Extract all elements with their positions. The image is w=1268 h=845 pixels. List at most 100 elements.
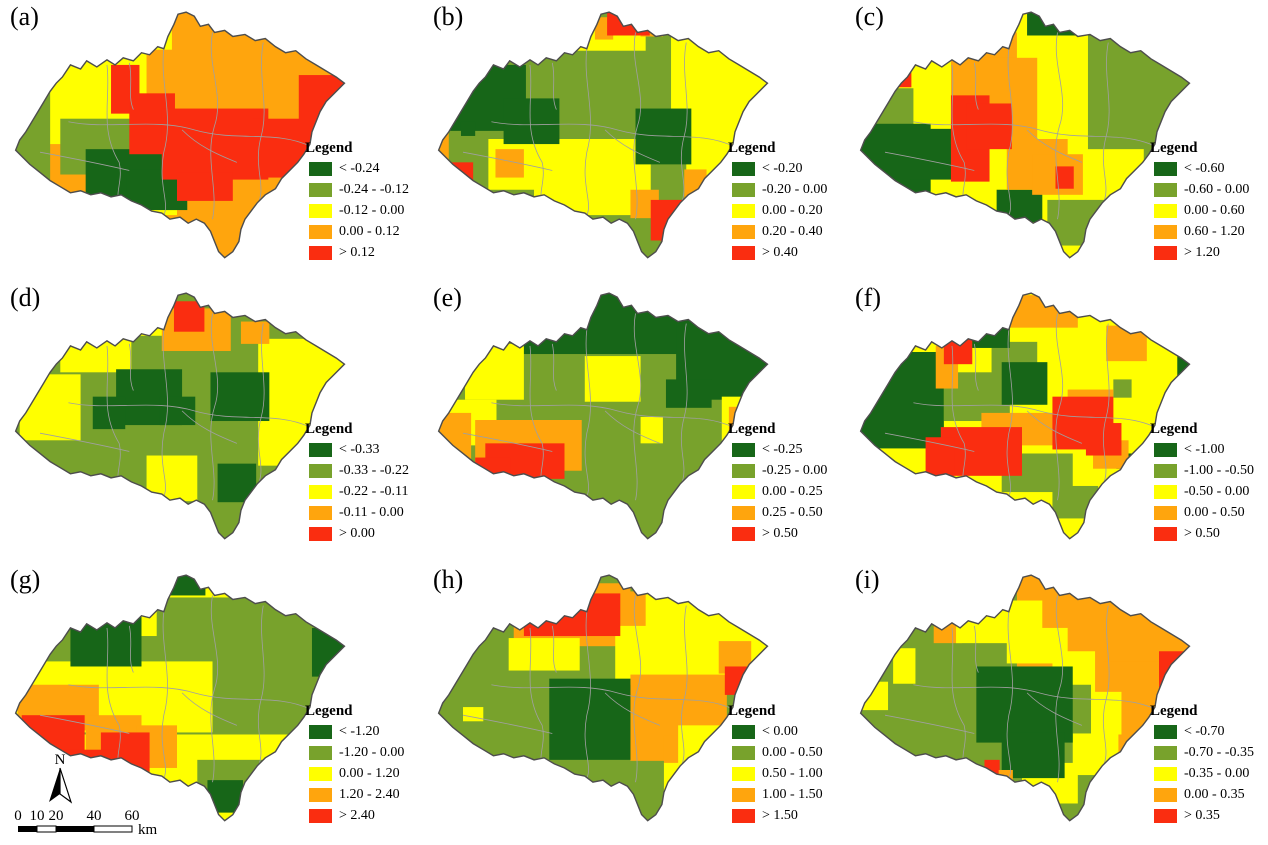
legend-swatch <box>309 767 332 781</box>
legend: Legend < -1.00 -1.00 - -0.50 -0.50 - 0.00 0… <box>1150 421 1268 547</box>
map-class-patch <box>177 172 233 201</box>
legend-swatch <box>732 506 755 520</box>
district-boundary <box>1026 129 1083 163</box>
panel-label: (d) <box>10 283 41 312</box>
district-boundary <box>257 323 265 483</box>
district-boundary <box>128 62 134 110</box>
district-boundary <box>1055 32 1063 220</box>
district-boundary <box>1102 605 1110 765</box>
map-class-patch <box>149 17 172 50</box>
map-class-patch <box>937 587 971 623</box>
panel-h: (h) Legend < 0.00 0.00 - 0.50 0.50 - 1.00 1… <box>423 563 846 845</box>
legend-swatch <box>732 162 755 176</box>
legend-item: < -0.20 <box>732 161 846 177</box>
legend-swatch <box>1154 725 1177 739</box>
district-boundary <box>462 432 553 452</box>
legend-swatch <box>309 746 332 760</box>
district-boundary <box>491 684 734 710</box>
scale-unit: km <box>138 822 158 838</box>
district-boundary <box>951 627 966 765</box>
choropleth-map <box>14 292 346 540</box>
legend-swatch <box>1154 225 1177 239</box>
district-boundary <box>210 313 218 501</box>
legend-item: > 1.50 <box>732 808 846 824</box>
scale-bar: 0 10 20 40 60 km <box>14 808 157 838</box>
district-boundary <box>913 402 1156 428</box>
legend-label: -0.24 - -0.12 <box>339 182 409 197</box>
map-class-patch <box>240 321 270 344</box>
map-class-patch <box>663 762 690 792</box>
legend-item: > 0.50 <box>1154 526 1268 542</box>
district-boundary <box>106 64 121 202</box>
legend-label: 0.00 - 0.60 <box>1184 203 1245 218</box>
legend-label: 0.20 - 0.40 <box>762 224 823 239</box>
district-boundary <box>106 627 121 765</box>
district-boundary <box>604 692 661 726</box>
legend-swatch <box>1154 767 1177 781</box>
map-class-patch <box>523 593 621 637</box>
legend-title: Legend <box>728 421 776 437</box>
district-boundary <box>257 42 265 202</box>
legend-label: -0.20 - 0.00 <box>762 182 828 197</box>
legend-items: < -0.24 -0.24 - -0.12 -0.12 - 0.00 0.00 - 0… <box>305 161 423 261</box>
legend-label: -0.12 - 0.00 <box>339 203 405 218</box>
legend-swatch <box>1154 809 1177 823</box>
legend-label: > 0.50 <box>1184 526 1220 541</box>
legend-item: -0.11 - 0.00 <box>309 505 423 521</box>
map-class-patch <box>508 638 580 671</box>
district-boundary <box>161 329 168 497</box>
region-outline <box>437 11 769 259</box>
legend-label: -0.70 - -0.35 <box>1184 745 1254 760</box>
panel-label: (h) <box>433 565 464 594</box>
legend-swatch <box>309 443 332 457</box>
legend-swatch <box>732 527 755 541</box>
legend-title: Legend <box>1150 140 1198 156</box>
legend-swatch <box>309 527 332 541</box>
legend-item: > 0.50 <box>732 526 846 542</box>
map-class-patch <box>1087 32 1190 150</box>
map-class-patch <box>518 293 692 355</box>
legend: Legend < -0.24 -0.24 - -0.12 -0.12 - 0.00 0… <box>305 140 423 266</box>
map-slot <box>6 2 348 276</box>
legend-item: > 2.40 <box>309 808 423 824</box>
legend-label: < 0.00 <box>762 724 798 739</box>
legend-label: < -0.70 <box>1184 724 1225 739</box>
map-class-patch <box>935 22 955 48</box>
legend: Legend < -0.20 -0.20 - 0.00 0.00 - 0.20 0.2… <box>728 140 846 266</box>
legend-items: < -0.70 -0.70 - -0.35 -0.35 - 0.00 0.00 - 0… <box>1150 724 1268 824</box>
legend-swatch <box>1154 246 1177 260</box>
legend-label: < -0.24 <box>339 161 380 176</box>
map-slot <box>851 565 1193 839</box>
legend-item: < -0.25 <box>732 442 846 458</box>
district-boundary <box>633 32 641 220</box>
legend-label: 1.20 - 2.40 <box>339 787 400 802</box>
legend-swatch <box>1154 527 1177 541</box>
map-class-patch <box>72 305 101 334</box>
legend-swatch <box>732 809 755 823</box>
legend-label: < -1.00 <box>1184 442 1225 457</box>
legend-item: 0.00 - 0.50 <box>1154 505 1268 521</box>
map-class-patch <box>503 98 560 145</box>
legend-swatch <box>1154 162 1177 176</box>
district-boundary <box>491 402 734 428</box>
legend-swatch <box>309 464 332 478</box>
legend-label: -1.20 - 0.00 <box>339 745 405 760</box>
district-boundary <box>633 313 641 501</box>
legend-swatch <box>1154 788 1177 802</box>
map-class-patch <box>966 103 1012 150</box>
legend-title: Legend <box>305 140 353 156</box>
legend-item: < -0.33 <box>309 442 423 458</box>
legend-item: 0.60 - 1.20 <box>1154 224 1268 240</box>
map-class-patch <box>15 356 24 389</box>
district-boundary <box>68 121 311 147</box>
legend-swatch <box>309 183 332 197</box>
map-class-patch <box>463 707 484 722</box>
district-boundary <box>39 714 130 734</box>
legend-swatch <box>1154 485 1177 499</box>
legend-item: < -0.70 <box>1154 724 1268 740</box>
legend-item: -0.12 - 0.00 <box>309 203 423 219</box>
legend-swatch <box>732 443 755 457</box>
district-boundary <box>680 605 688 765</box>
legend-swatch <box>732 767 755 781</box>
legend-swatch <box>732 746 755 760</box>
